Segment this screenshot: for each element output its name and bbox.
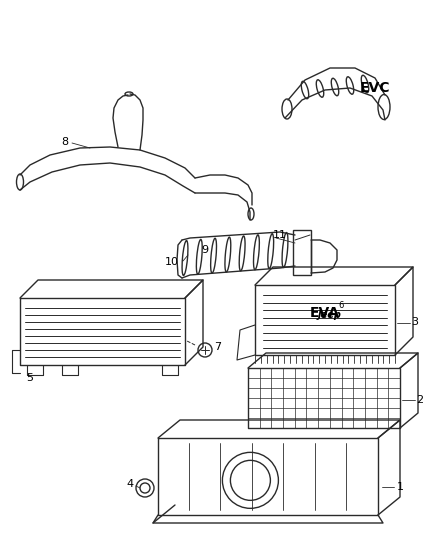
Text: 10: 10 (165, 257, 179, 267)
Bar (293, 230, 311, 275)
Text: 1: 1 (396, 482, 403, 492)
Text: EVC: EVC (360, 81, 391, 95)
Text: 5: 5 (27, 373, 33, 383)
Text: 4: 4 (127, 479, 134, 489)
Text: EVA: EVA (310, 306, 340, 320)
Text: 2: 2 (417, 395, 424, 405)
Text: 7: 7 (215, 342, 222, 352)
Text: 6: 6 (338, 302, 343, 311)
Text: 11: 11 (273, 230, 287, 240)
Text: 3: 3 (411, 317, 418, 327)
Text: 8: 8 (61, 137, 69, 147)
Text: 9: 9 (201, 245, 208, 255)
Text: Jeep: Jeep (318, 310, 342, 320)
